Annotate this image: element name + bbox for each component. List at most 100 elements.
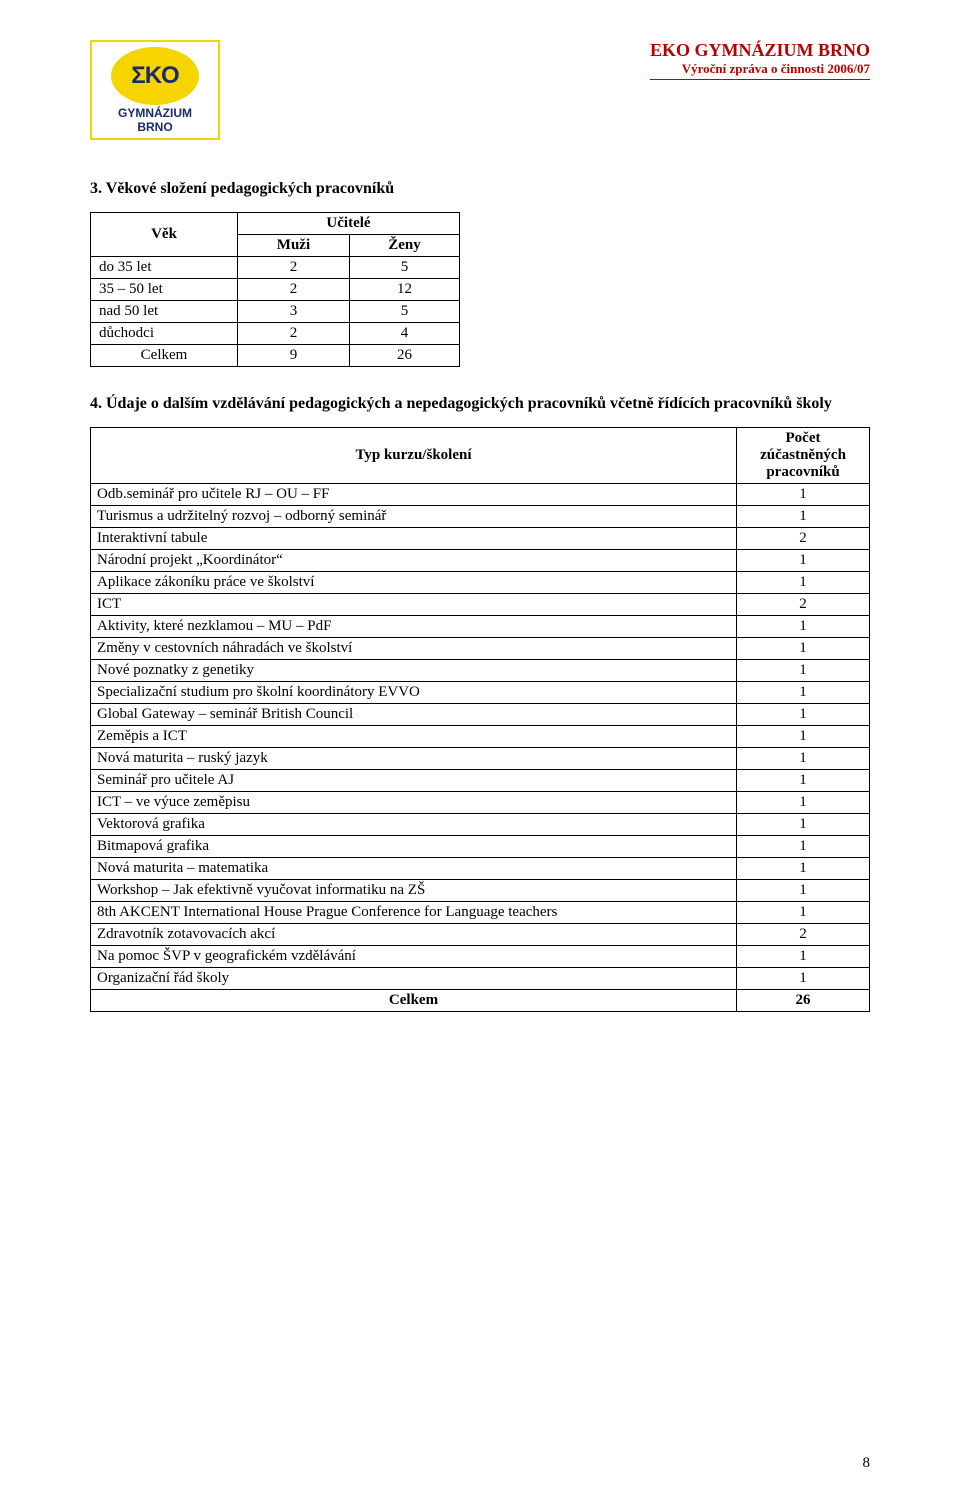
course-count: 2: [737, 594, 870, 616]
logo-text: ΣKO: [131, 62, 178, 90]
table-row: Nová maturita – ruský jazyk1: [91, 748, 870, 770]
course-count: 1: [737, 704, 870, 726]
course-count: 1: [737, 880, 870, 902]
courses-table: Typ kurzu/školení Počet zúčastněných pra…: [90, 427, 870, 1012]
age-table: Věk Učitelé Muži Ženy do 35 let2535 – 50…: [90, 212, 460, 367]
table-total-row: Celkem926: [91, 345, 460, 367]
age-cell: do 35 let: [91, 257, 238, 279]
men-cell: 2: [238, 323, 350, 345]
course-label: Organizační řád školy: [91, 968, 737, 990]
course-label: Na pomoc ŠVP v geografickém vzdělávání: [91, 946, 737, 968]
table-row: důchodci24: [91, 323, 460, 345]
course-count: 1: [737, 814, 870, 836]
col-teachers: Učitelé: [238, 213, 460, 235]
course-count: 1: [737, 770, 870, 792]
table-header-row: Věk Učitelé: [91, 213, 460, 235]
course-label: Odb.seminář pro učitele RJ – OU – FF: [91, 484, 737, 506]
section3-heading: 3. Věkové složení pedagogických pracovní…: [90, 180, 870, 198]
table-row: 8th AKCENT International House Prague Co…: [91, 902, 870, 924]
table-row: Specializační studium pro školní koordin…: [91, 682, 870, 704]
course-label: Zdravotník zotavovacích akcí: [91, 924, 737, 946]
table-row: Zdravotník zotavovacích akcí2: [91, 924, 870, 946]
table-row: Bitmapová grafika1: [91, 836, 870, 858]
table-row: Turismus a udržitelný rozvoj – odborný s…: [91, 506, 870, 528]
table-row: Nové poznatky z genetiky1: [91, 660, 870, 682]
course-label: Bitmapová grafika: [91, 836, 737, 858]
table-row: Global Gateway – seminář British Council…: [91, 704, 870, 726]
course-label: ICT: [91, 594, 737, 616]
course-label: Změny v cestovních náhradách ve školství: [91, 638, 737, 660]
courses-total-count: 26: [737, 990, 870, 1012]
total-men: 9: [238, 345, 350, 367]
course-count: 1: [737, 946, 870, 968]
course-label: Zeměpis a ICT: [91, 726, 737, 748]
col-men: Muži: [238, 235, 350, 257]
logo-line1: GYMNÁZIUM: [118, 107, 192, 119]
age-cell: důchodci: [91, 323, 238, 345]
table-row: Seminář pro učitele AJ1: [91, 770, 870, 792]
course-label: ICT – ve výuce zeměpisu: [91, 792, 737, 814]
logo-line2: BRNO: [137, 121, 172, 133]
total-label: Celkem: [91, 345, 238, 367]
age-cell: 35 – 50 let: [91, 279, 238, 301]
table-row: Nová maturita – matematika1: [91, 858, 870, 880]
course-count: 1: [737, 968, 870, 990]
course-label: Nová maturita – matematika: [91, 858, 737, 880]
course-label: Národní projekt „Koordinátor“: [91, 550, 737, 572]
course-label: 8th AKCENT International House Prague Co…: [91, 902, 737, 924]
table-row: Aktivity, které nezklamou – MU – PdF1: [91, 616, 870, 638]
logo-oval: ΣKO: [111, 47, 199, 105]
header-titles: EKO GYMNÁZIUM BRNO Výroční zpráva o činn…: [650, 40, 870, 88]
org-title: EKO GYMNÁZIUM BRNO: [650, 40, 870, 61]
table-row: Národní projekt „Koordinátor“1: [91, 550, 870, 572]
course-count: 1: [737, 550, 870, 572]
table-row: Interaktivní tabule2: [91, 528, 870, 550]
course-label: Aplikace zákoníku práce ve školství: [91, 572, 737, 594]
org-subtitle: Výroční zpráva o činnosti 2006/07: [650, 61, 870, 77]
header-rule: [650, 79, 870, 80]
age-cell: nad 50 let: [91, 301, 238, 323]
table-row: Organizační řád školy1: [91, 968, 870, 990]
table-row: Odb.seminář pro učitele RJ – OU – FF1: [91, 484, 870, 506]
women-cell: 12: [349, 279, 459, 301]
course-label: Nové poznatky z genetiky: [91, 660, 737, 682]
course-label: Seminář pro učitele AJ: [91, 770, 737, 792]
course-count: 1: [737, 726, 870, 748]
table-row: do 35 let25: [91, 257, 460, 279]
total-women: 26: [349, 345, 459, 367]
page-header: ΣKO GYMNÁZIUM BRNO EKO GYMNÁZIUM BRNO Vý…: [90, 40, 870, 140]
table-header-row: Typ kurzu/školení Počet zúčastněných pra…: [91, 428, 870, 484]
women-cell: 4: [349, 323, 459, 345]
course-count: 1: [737, 792, 870, 814]
table-row: Na pomoc ŠVP v geografickém vzdělávání1: [91, 946, 870, 968]
table-row: Vektorová grafika1: [91, 814, 870, 836]
course-count: 2: [737, 528, 870, 550]
col-age: Věk: [91, 213, 238, 257]
men-cell: 2: [238, 257, 350, 279]
course-label: Workshop – Jak efektivně vyučovat inform…: [91, 880, 737, 902]
course-label: Aktivity, které nezklamou – MU – PdF: [91, 616, 737, 638]
men-cell: 3: [238, 301, 350, 323]
course-count: 1: [737, 572, 870, 594]
course-count: 2: [737, 924, 870, 946]
col-course-type: Typ kurzu/školení: [91, 428, 737, 484]
course-count: 1: [737, 858, 870, 880]
course-count: 1: [737, 682, 870, 704]
table-row: Zeměpis a ICT1: [91, 726, 870, 748]
table-row: Aplikace zákoníku práce ve školství1: [91, 572, 870, 594]
document-page: ΣKO GYMNÁZIUM BRNO EKO GYMNÁZIUM BRNO Vý…: [0, 0, 960, 1512]
course-label: Nová maturita – ruský jazyk: [91, 748, 737, 770]
course-count: 1: [737, 748, 870, 770]
course-label: Turismus a udržitelný rozvoj – odborný s…: [91, 506, 737, 528]
table-row: ICT2: [91, 594, 870, 616]
page-number: 8: [863, 1455, 871, 1472]
course-label: Specializační studium pro školní koordin…: [91, 682, 737, 704]
course-count: 1: [737, 836, 870, 858]
table-row: Změny v cestovních náhradách ve školství…: [91, 638, 870, 660]
table-row: nad 50 let35: [91, 301, 460, 323]
col-women: Ženy: [349, 235, 459, 257]
course-count: 1: [737, 902, 870, 924]
course-count: 1: [737, 638, 870, 660]
section4-heading: 4. Údaje o dalším vzdělávání pedagogický…: [90, 395, 870, 413]
course-count: 1: [737, 616, 870, 638]
